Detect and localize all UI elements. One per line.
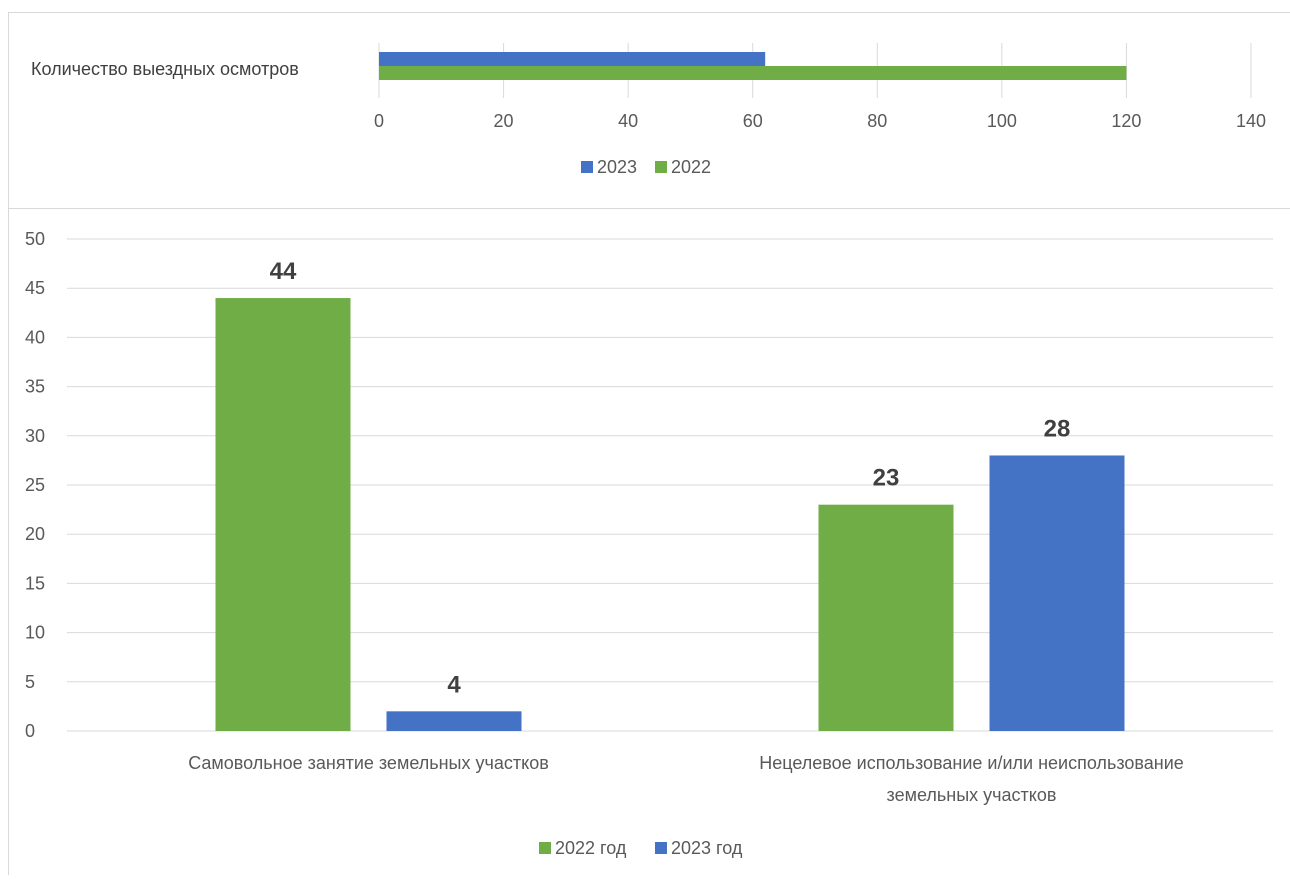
bar-2023 год <box>989 455 1125 731</box>
legend-label-2023: 2023 <box>597 157 637 177</box>
category-label: Нецелевое использование и/или неиспользо… <box>759 753 1184 773</box>
bar-2022 год <box>215 298 351 731</box>
category-label: Самовольное занятие земельных участков <box>188 753 549 773</box>
chart-field-inspections: 0 20 40 60 80 100 120 140 Количество выездных ос… <box>8 12 1290 208</box>
legend-label-2022 год: 2022 год <box>555 838 627 858</box>
x-tick-label: 120 <box>1111 111 1141 131</box>
y-tick-label: 45 <box>25 278 45 298</box>
bar-2023 <box>379 52 766 66</box>
category-label: Количество выездных осмотров <box>31 59 299 79</box>
x-tick-label: 140 <box>1236 111 1266 131</box>
legend-label-2022: 2022 <box>671 157 711 177</box>
y-tick-label: 5 <box>25 672 35 692</box>
x-tick-label: 0 <box>374 111 384 131</box>
legend-swatch-2022 <box>655 161 667 173</box>
data-label: 44 <box>270 258 297 285</box>
x-tick-label: 60 <box>743 111 763 131</box>
x-tick-label: 20 <box>494 111 514 131</box>
legend-swatch-2023 <box>581 161 593 173</box>
x-tick-label: 40 <box>618 111 638 131</box>
y-tick-label: 30 <box>25 426 45 446</box>
legend-swatch-2023 год <box>655 842 667 854</box>
y-tick-label: 50 <box>25 229 45 249</box>
bar-2022 год <box>818 504 954 731</box>
chart-top-svg: 0 20 40 60 80 100 120 140 Количество выездных ос… <box>31 43 1266 177</box>
x-tick-label: 80 <box>867 111 887 131</box>
chart-bottom-svg: 0 5 10 15 20 25 30 35 40 45 50 Самовольное занятие … <box>25 229 1273 858</box>
y-tick-label: 20 <box>25 524 45 544</box>
legend-swatch-2022 год <box>539 842 551 854</box>
y-tick-label: 15 <box>25 573 45 593</box>
chart-land-violations: 0 5 10 15 20 25 30 35 40 45 50 Самовольное занятие … <box>8 208 1290 875</box>
bar-2023 год <box>386 711 522 731</box>
y-tick-label: 40 <box>25 327 45 347</box>
y-tick-label: 0 <box>25 721 35 741</box>
category-label: земельных участков <box>887 785 1057 805</box>
legend-label-2023 год: 2023 год <box>671 838 743 858</box>
y-tick-label: 10 <box>25 623 45 643</box>
bar-2022 <box>379 66 1127 80</box>
x-tick-label: 100 <box>987 111 1017 131</box>
data-label: 4 <box>447 671 461 698</box>
y-tick-label: 35 <box>25 377 45 397</box>
y-tick-label: 25 <box>25 475 45 495</box>
data-label: 28 <box>1044 415 1071 442</box>
data-label: 23 <box>873 465 900 492</box>
